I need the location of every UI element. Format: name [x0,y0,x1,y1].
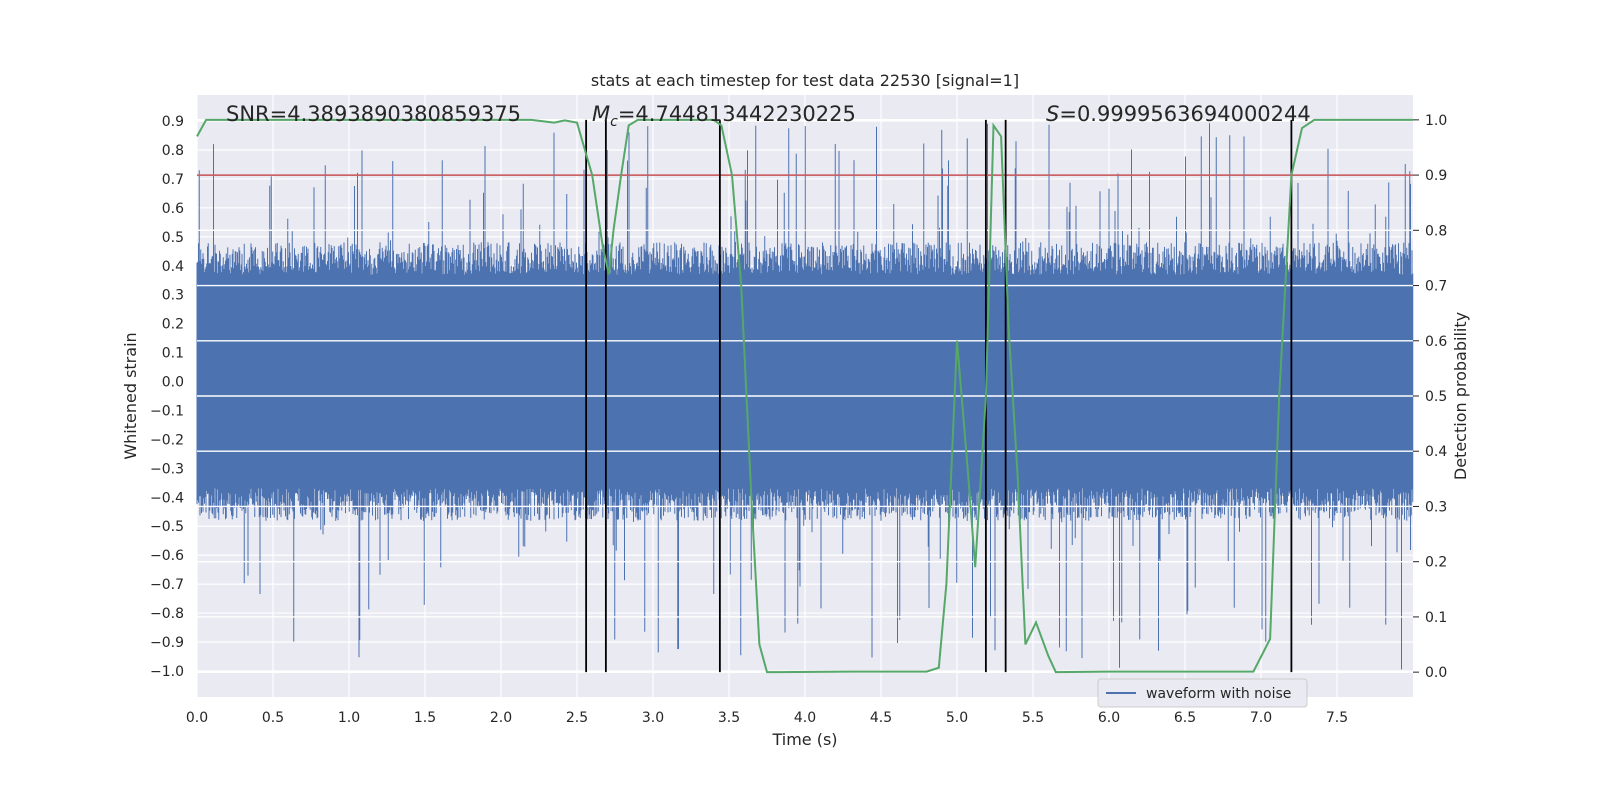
y-tick-label: −0.4 [150,490,184,506]
x-tick-label: 2.5 [566,710,588,726]
y-tick-label: −0.5 [150,519,184,535]
x-tick-label: 1.0 [338,710,360,726]
y2-tick-label: 0.4 [1425,444,1447,460]
y2-axis-ticks: 1.0 0.9 0.8 0.7 0.6 0.5 0.4 0.3 0.2 0.1 0.0 [1413,113,1447,681]
probability-line [196,118,1413,674]
y-tick-label: 0.7 [162,172,184,188]
y-tick-label: 0.1 [162,346,184,362]
y2-tick-label: 0.0 [1425,665,1447,681]
y-tick-label: 0.6 [162,201,184,217]
y-axis-ticks: 0.9 0.8 0.7 0.6 0.5 0.4 0.3 0.2 0.1 0.0 −0.1 −0.2 −0… [150,114,184,680]
y-tick-label: −0.3 [150,461,184,477]
y-tick-label: −0.8 [150,606,184,622]
y-tick-label: 0.4 [162,259,184,275]
x-tick-label: 7.5 [1326,710,1348,726]
y-tick-label: 0.9 [162,114,184,130]
y2-tick-label: 0.9 [1425,168,1447,184]
x-tick-label: 3.5 [718,710,740,726]
y-tick-label: 0.5 [162,230,184,246]
y-tick-label: −1.0 [150,664,184,680]
chart-title: stats at each timestep for test data 225… [591,71,1019,90]
x-tick-label: 0.5 [262,710,284,726]
y2-tick-label: 0.2 [1425,555,1447,571]
chirp-mass-symbol: M [592,102,610,126]
x-tick-label: 0.0 [186,710,208,726]
y-tick-label: 0.2 [162,317,184,333]
y-tick-label: −0.2 [150,432,184,448]
score-annotation: S=0.9999563694000244 [1046,102,1311,126]
y-tick-label: −0.7 [150,577,184,593]
y2-tick-label: 0.6 [1425,334,1447,350]
x-tick-label: 6.0 [1098,710,1120,726]
x-tick-label: 5.0 [946,710,968,726]
detection-probability-series [196,118,1413,674]
x-tick-label: 4.5 [870,710,892,726]
y-axis-label: Whitened strain [121,332,140,459]
y-tick-label: 0.8 [162,143,184,159]
x-tick-label: 7.0 [1250,710,1272,726]
y-tick-label: −0.6 [150,548,184,564]
score-symbol: S [1046,102,1059,126]
chirp-mass-value: =4.744813442230225 [618,102,856,126]
y2-tick-label: 0.1 [1425,610,1447,626]
x-tick-label: 2.0 [490,710,512,726]
waveform-trace [196,123,1414,670]
chirp-mass-annotation: Mc=4.744813442230225 [592,102,856,130]
snr-annotation: SNR=4.3893890380859375 [226,102,521,126]
chirp-mass-subscript: c [610,114,618,130]
legend: waveform with noise [1097,678,1308,708]
x-axis-ticks: 0.0 0.5 1.0 1.5 2.0 2.5 3.0 3.5 4.0 4.5 5.0 5.5 6.0 6… [186,710,1348,726]
vertical-markers [585,119,1293,673]
y2-tick-label: 1.0 [1425,113,1447,129]
x-tick-label: 3.0 [642,710,664,726]
legend-label: waveform with noise [1146,686,1291,702]
y2-axis-label: Detection probability [1451,312,1470,480]
legend-box [1097,678,1308,708]
x-axis-label: Time (s) [771,730,837,749]
y-tick-label: 0.0 [162,375,184,391]
score-value: =0.9999563694000244 [1059,102,1310,126]
y2-tick-label: 0.7 [1425,279,1447,295]
y-tick-label: −0.9 [150,635,184,651]
y2-grid-overlay [197,119,1413,673]
x-tick-label: 5.5 [1022,710,1044,726]
x-tick-label: 1.5 [414,710,436,726]
x-tick-label: 6.5 [1174,710,1196,726]
y2-tick-label: 0.5 [1425,389,1447,405]
y2-tick-label: 0.8 [1425,223,1447,239]
y-tick-label: 0.3 [162,288,184,304]
y-tick-label: −0.1 [150,403,184,419]
waveform-with-noise-series [196,123,1414,670]
x-tick-label: 4.0 [794,710,816,726]
y2-tick-label: 0.3 [1425,499,1447,515]
